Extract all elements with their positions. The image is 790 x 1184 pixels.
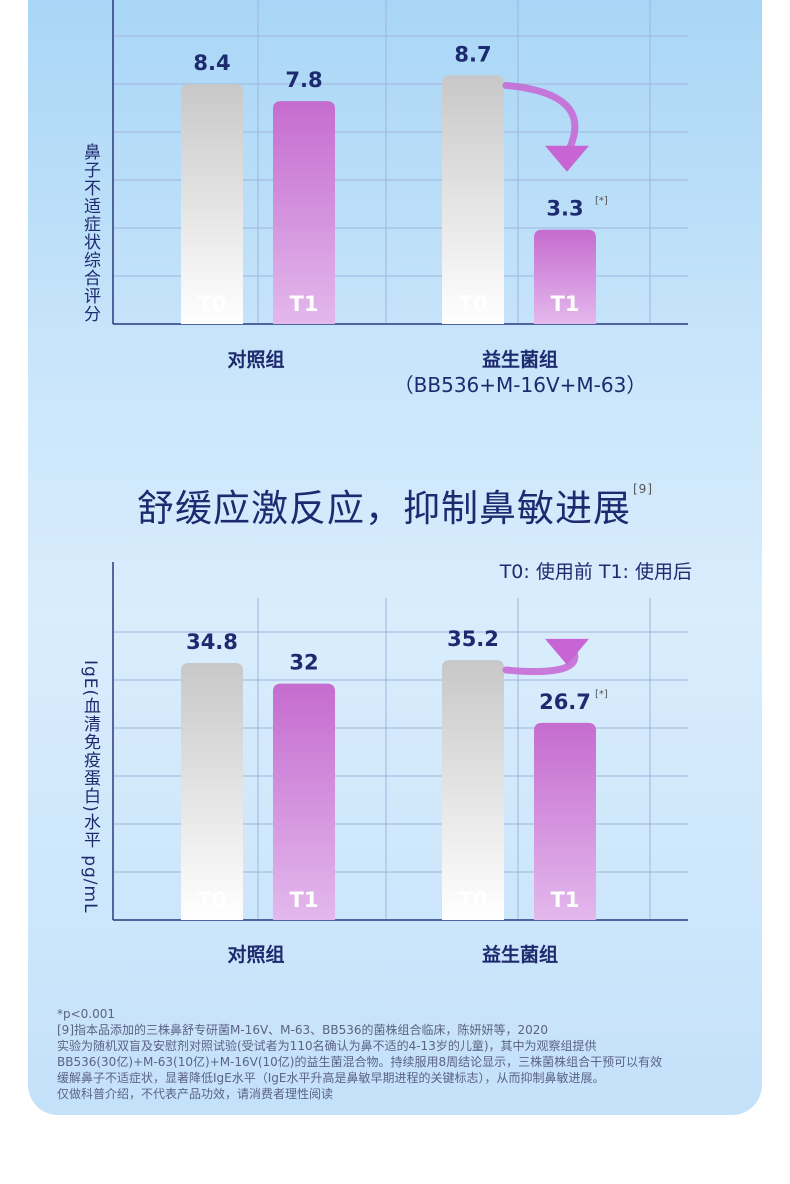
chart2-group-control: 对照组 [227,944,285,966]
bar-value-label: 3.3 [546,197,583,221]
bar-series-label: T0 [459,888,488,912]
footnote-line: 缓解鼻子不适症状，显著降低IgE水平（IgE水平升高是鼻敏早期进程的关键标志），… [57,1071,605,1085]
decrease-arrow-head [545,145,589,172]
bar-series-label: T0 [459,292,488,316]
bar-t0 [442,660,504,920]
bar-value-label: 35.2 [447,627,499,651]
chart2-svg: T0 34.8 T1 32 T0 35.2 T1 26.7 [*] [112,562,688,921]
section-heading: 舒缓应激反应，抑制鼻敏进展 [9] [0,478,790,532]
bar-value-label: 8.4 [193,51,230,75]
bar-series-label: T1 [290,292,319,316]
bar-value-label: 26.7 [539,690,591,714]
footnote-line: [9]指本品添加的三株鼻舒专研菌M-16V、M-63、BB536的菌株组合临床，… [57,1023,549,1037]
bar-value-label: 7.8 [285,68,322,92]
chart1-group-probiotic-strains: （BB536+M-16V+M-63） [393,373,647,397]
legend: T0: 使用前 T1: 使用后 [499,561,692,583]
significance-mark: [*] [595,689,608,700]
chart2-ylabel: IgE(血清免疫蛋白)水平 pg/mL [80,660,100,914]
decrease-arrow-head [545,638,589,665]
bar-series-label: T0 [198,292,227,316]
bar-t0 [181,84,243,324]
bar-t1 [534,229,596,324]
bar-t1 [273,683,335,920]
background-panel [28,0,762,1115]
footnote-line: *p<0.001 [57,1007,116,1021]
bar-value-label: 34.8 [186,630,238,654]
bar-series-label: T1 [290,888,319,912]
bar-t0 [442,75,504,324]
bar-t0 [181,663,243,920]
chart1-svg: T0 8.4 T1 7.8 T0 8.7 T1 3.3 [*] [112,0,688,325]
bar-value-label: 8.7 [454,42,491,66]
footnote-line: 实验为随机双盲及安慰剂对照试验(受试者为110名确认为鼻不适的4-13岁的儿童)… [57,1039,597,1053]
bar-series-label: T1 [551,888,580,912]
bar-t1 [273,101,335,325]
chart1-group-control: 对照组 [227,349,285,371]
chart1-group-probiotic: 益生菌组 [481,349,558,371]
footnote: *p<0.001 [9]指本品添加的三株鼻舒专研菌M-16V、M-63、BB53… [57,1006,747,1102]
chart1-ylabel: 鼻子不适症状综合评分 [80,143,100,323]
bar-t1 [534,722,596,920]
chart2-group-probiotic: 益生菌组 [481,944,558,966]
heading-ref: [9] [633,482,653,496]
heading-text: 舒缓应激反应，抑制鼻敏进展 [137,487,631,530]
bar-series-label: T0 [198,888,227,912]
bar-series-label: T1 [551,292,580,316]
footnote-line: BB536(30亿)+M-63(10亿)+M-16V(10亿)的益生菌混合物。持… [57,1055,663,1069]
significance-mark: [*] [595,196,608,207]
decrease-arrow-shaft [502,81,579,154]
footnote-line: 仅做科普介绍，不代表产品功效，请消费者理性阅读 [57,1087,334,1101]
bar-value-label: 32 [289,651,318,675]
